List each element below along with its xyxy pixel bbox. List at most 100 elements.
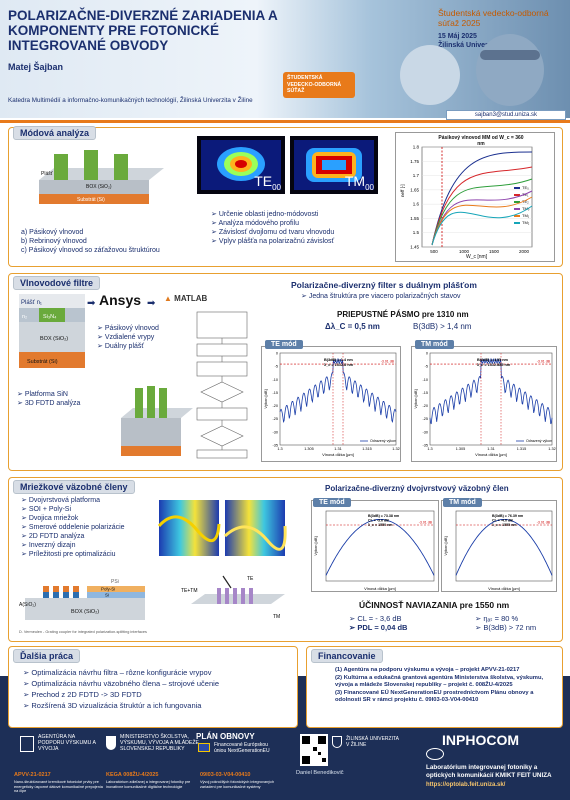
results-left: CL = - 3,6 dB PDL = 0,04 dB [349,614,407,632]
coupler-bullet: Inverzný dizajn [21,541,125,550]
lab-url[interactable]: https://optolab.feit.uniza.sk/ [426,782,506,788]
modal-bullet: Závislosť dvojlomu od tvaru vlnovodu [211,228,334,237]
filters-panel: Vlnovodové filtre Plášť n₁ Si₃N₄ n₂ BOX … [8,273,563,471]
legend-swatch [514,194,520,196]
future-list: Optimalizácia návrhu filtra – rôzne konf… [23,667,219,711]
inphocom-icon [426,748,444,760]
legend-label: Odrazený výkon [526,439,552,443]
matlab-logo: ▲ MATLAB [164,294,208,303]
coupler-caption: D. Vermeulen - Grating coupler for integ… [19,630,147,634]
project-id: APVV-21-0217 [14,772,51,778]
result-item: ηₐₜ = 80 % [475,614,536,623]
substrate-label: Substrát (Si) [27,359,58,365]
result-item: B(3dB) > 72 nm [475,623,536,632]
series-line [431,205,533,246]
box-label: BOX (SiO₂) [71,609,99,615]
y-axis-label: Výkon [dB] [313,536,318,555]
plot-frame [279,352,397,446]
y-tick-label: -30 [423,430,429,434]
x-axis-label: Vlnová dĺžka [µm] [322,452,354,457]
future-item: Optimalizácia návrhu filtra – rôzne konf… [23,667,219,678]
y-tick-label: -25 [273,417,279,421]
coupler-bullet: Dvojvrstvová platforma [21,496,125,505]
section-title-funding: Financovanie [311,649,383,663]
plan-obnovy-logo: PLÁN OBNOVY [196,732,255,741]
department: Katedra Multimédií a informačno-komunika… [8,97,253,104]
neff-plot: Pásikový vlnovod MM od W_c = 360 nm 1.8 1… [395,132,555,262]
x-tick-label: 1000 [459,249,470,254]
spectrum-line [279,358,397,423]
plot-annotation: CL = -4.0 dB [492,519,513,523]
coupler-bullet: Príležitosti pre optimalizáciu [21,550,125,559]
series-line [431,190,533,246]
y-tick-label: -35 [423,444,429,448]
uniza-logo-icon [332,736,342,748]
section-title-future: Ďalšia práca [13,649,81,663]
coupler-bullet: Smerové oddelenie polarizácie [21,523,125,532]
project-id: 09I03-03-V04-00410 [200,772,251,778]
apvv-logo-icon [20,736,34,752]
coupling-efficiency-title: ÚČINNOSŤ NAVIAZANIA pre 1550 nm [359,600,510,610]
si-label: Si [105,593,109,598]
field-maps [157,500,287,556]
tm-arrow-label: TM [273,614,280,620]
inphocom-logo: INPHOCOM [442,732,519,748]
project-desc: Nano-štruktúrované kremíkové fotonické p… [14,780,103,794]
modal-bullets: Určenie oblasti jedno-módovosti Analýza … [211,210,334,246]
future-item: Optimalizácia návrhu väzobného člena – s… [23,678,219,689]
x-tick-label: 1.32 [548,447,555,451]
plot-annotation: λ_c = 1312.885 nm [477,363,511,367]
coupler-bullet: SOI + Poly-Si [21,505,125,514]
y-axis-label: Výkon [dB] [413,389,418,408]
funding-item: (2) Kultúrna a edukačná grantová agentúr… [335,674,544,689]
funding-item: (3) Financované EÚ NextGenerationEU pros… [335,689,534,704]
modal-bullet: Vplyv plášťa na polarizačnú závislosť [211,237,334,246]
series-line [431,196,533,246]
plot-annotation: CL = -3.6 dB [368,519,389,523]
result-item: CL = - 3,6 dB [349,614,407,623]
y-tick-label: 0 [426,352,428,356]
level-label: -3.01 dB [537,521,551,525]
filter-te-plot: 0 -5 -10 -15 -20 -25 -30 -35 1.3 1.305 1.31 1.315 1.… [261,346,401,462]
x-tick-label: 500 [430,249,438,254]
legend-label: Odrazený výkon [370,439,396,443]
te-mode-tag: TE mód [313,498,351,507]
delta-lambda: Δλ_C = 0,5 nm [325,322,380,331]
substrate-label: Substrát (Si) [77,197,105,203]
x-tick-label: 2000 [519,249,530,254]
te-mode-profile: TE00 [197,136,285,194]
y-tick-label: -10 [423,378,429,382]
poster-title: POLARIZAČNE-DIVERZNÉ ZARIADENIA A KOMPON… [8,8,278,53]
x-axis-label: Vlnová dĺžka [µm] [475,452,507,457]
future-item: Prechod z 2D FDTD -> 3D FDTD [23,689,219,700]
level-label: -3.01 dB [537,360,551,364]
filter-subline: Jedna štruktúra pre viacero polarizačnýc… [301,292,461,301]
ministry-name: MINISTERSTVO ŠKOLSTVA, VÝSKUMU, VÝVOJA A… [120,734,199,752]
coupler-te-plot: -3.01 dB B(3dB) = 73.38 nm CL = -3.6 dB λ_c… [311,500,439,592]
box-label: BOX (SiO₂) [40,336,68,342]
coupler-bullet: 2D FDTD analýza [21,532,125,541]
legend-swatch [514,208,520,210]
x-tick-label: 1.31 [334,447,341,451]
ministry-emblem-icon [106,736,116,750]
n2-label: n₂ [22,314,27,320]
eu-text: Financované Európskou úniou NextGenerati… [214,742,270,754]
legend-label: TM₀ [522,206,530,211]
y-tick-label: 1.5 [413,230,420,235]
filter-headline: Polarizačne-diverzný filter s duálnym pl… [291,280,477,290]
x-tick-label: 1.31 [487,447,494,451]
plot-annotation: B(3dB) = 4.05 nm [477,358,509,362]
platform-item: 3D FDTD analýza [17,399,81,408]
y-tick-label: -5 [425,365,428,369]
series-line [431,166,533,246]
matlab-flowchart [196,311,248,459]
future-panel: Ďalšia práca Optimalizácia návrhu filtra… [8,646,298,728]
email[interactable]: sajban3@stud.uniza.sk [446,110,566,120]
modal-analysis-panel: Módová analýza BOX (SiO₂) Substrát (Si) … [8,126,563,267]
bandwidth-3db: B(3dB) > 1,4 nm [413,322,472,331]
filter-feature: Vzdialené vrypy [97,333,159,342]
modal-bullet: Určenie oblasti jedno-módovosti [211,210,334,219]
y-tick-label: 1.7 [413,173,420,178]
y-tick-label: -5 [275,365,278,369]
author-name: Matej Šajban [8,62,64,72]
